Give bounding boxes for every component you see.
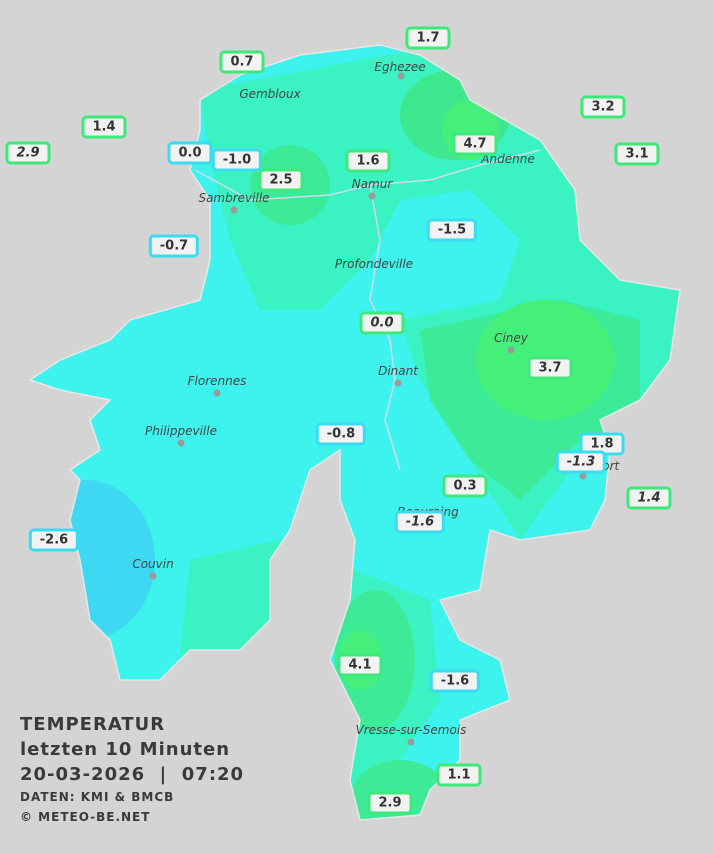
town-dot	[213, 389, 221, 397]
town-dot	[507, 346, 515, 354]
town-dot	[149, 572, 157, 580]
legend-period: letzten 10 Minuten	[20, 739, 231, 760]
legend-copyright: © METEO-BE.NET	[20, 810, 151, 824]
station-value: -2.6	[28, 528, 80, 552]
station-value: 1.4	[626, 486, 672, 510]
station-value: -1.5	[426, 218, 478, 242]
station-value: -0.8	[315, 422, 367, 446]
town-label: Dinant	[378, 364, 418, 378]
station-value: 3.1	[614, 142, 660, 166]
station-value: 2.9	[367, 791, 413, 815]
legend-source: DATEN: KMI & BMCB	[20, 790, 175, 804]
town-label: Sambreville	[198, 191, 270, 205]
station-value: -0.7	[148, 234, 200, 258]
town-label: Profondeville	[334, 257, 414, 271]
station-value: 4.7	[452, 132, 498, 156]
legend: TEMPERATUR letzten 10 Minuten 20-03-2026…	[20, 712, 244, 827]
station-value: 1.1	[436, 763, 482, 787]
town-label: Andenne	[481, 152, 535, 166]
legend-title: TEMPERATUR	[20, 714, 166, 735]
station-value: 0.7	[219, 50, 265, 74]
station-value: -1.6	[429, 669, 481, 693]
town-dot	[368, 192, 376, 200]
station-value: 3.7	[527, 356, 573, 380]
town-label: Eghezee	[374, 60, 426, 74]
station-value: 2.9	[5, 141, 51, 165]
station-value: 0.3	[442, 474, 488, 498]
station-value: -1.6	[394, 510, 446, 534]
station-value: 3.2	[580, 95, 626, 119]
town-dot	[407, 738, 415, 746]
station-value: 1.7	[405, 26, 451, 50]
station-value: 4.1	[337, 653, 383, 677]
station-value: -1.3	[555, 450, 607, 474]
town-label: Ciney	[494, 331, 528, 345]
station-value: 0.0	[167, 141, 213, 165]
town-dot	[230, 206, 238, 214]
town-dot	[579, 472, 587, 480]
town-dot	[397, 72, 405, 80]
station-value: 1.6	[345, 149, 391, 173]
town-label: Couvin	[132, 557, 174, 571]
town-dot	[177, 439, 185, 447]
town-label: Philippeville	[145, 424, 217, 438]
legend-datetime: 20-03-2026 | 07:20	[20, 764, 245, 785]
town-dot	[394, 379, 402, 387]
town-label: Vresse-sur-Semois	[355, 723, 467, 737]
station-value: 2.5	[258, 168, 304, 192]
station-value: -1.0	[211, 148, 263, 172]
town-label: Gembloux	[239, 87, 301, 101]
town-label: Namur	[351, 177, 393, 191]
town-label: Florennes	[187, 374, 247, 388]
station-value: 1.4	[81, 115, 127, 139]
station-value: 0.0	[359, 311, 405, 335]
